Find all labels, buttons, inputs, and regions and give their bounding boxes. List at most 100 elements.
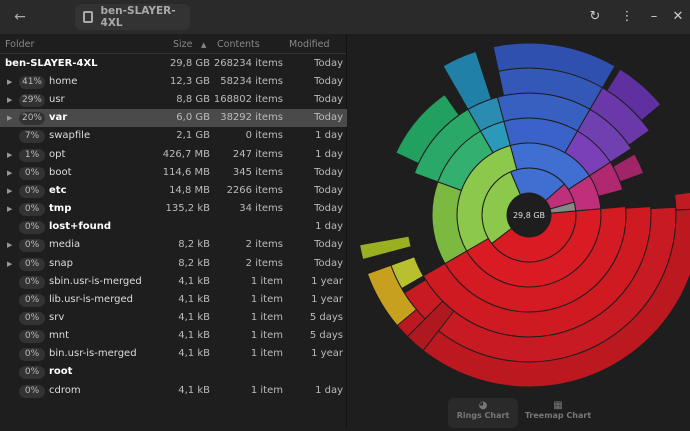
ring-segment[interactable] (366, 264, 418, 327)
expander-icon[interactable]: ▶ (7, 205, 13, 214)
folder-contents: 1 item (250, 348, 283, 360)
folder-name: srv (49, 311, 65, 323)
percent-badge: 0% (19, 348, 45, 362)
expander-icon[interactable]: ▶ (7, 78, 13, 86)
col-size[interactable]: Size (173, 39, 193, 50)
folder-contents: 1 item (250, 275, 283, 287)
ring-segment[interactable] (442, 50, 492, 111)
ring-segment[interactable] (606, 68, 662, 122)
folder-row[interactable]: ▶ 0% etc 14,8 MB 2266 items Today (0, 182, 347, 200)
col-modified[interactable]: Modified (289, 39, 330, 50)
ring-segment[interactable] (492, 42, 616, 89)
folder-contents: 1 item (250, 311, 283, 323)
ring-segment[interactable] (674, 191, 690, 211)
expander-icon[interactable]: ▶ (7, 241, 13, 250)
expander-icon[interactable]: ▶ (7, 186, 13, 195)
center-circle[interactable] (508, 194, 550, 236)
folder-modified: Today (314, 94, 343, 106)
sort-ascending-icon: ▲ (201, 41, 207, 49)
percent-badge: 7% (19, 130, 45, 144)
folder-name: swapfile (49, 130, 91, 142)
folder-row[interactable]: 0% mnt 4,1 kB 1 item 5 days (0, 327, 347, 345)
folder-size: 4,1 kB (178, 293, 210, 305)
expander-icon[interactable]: ▶ (7, 168, 13, 177)
folder-modified: Today (314, 239, 343, 251)
folder-size: 4,1 kB (178, 275, 210, 287)
percent-badge: 0% (19, 293, 45, 307)
folder-row[interactable]: 0% lost+found 1 day (0, 218, 347, 236)
folder-name: var (49, 112, 68, 124)
folder-modified: Today (314, 76, 343, 87)
folder-row[interactable]: 0% sbin.usr-is-merged 4,1 kB 1 item 1 ye… (0, 273, 347, 291)
rescan-button[interactable]: ↻ (589, 9, 601, 24)
rings-chart-panel: 29,8 GB ◕ Rings Chart ▦ Treemap Chart (348, 34, 690, 428)
folder-modified: 1 year (311, 293, 343, 305)
folder-name: snap (49, 257, 74, 269)
header-bar: ← ben-SLAYER-4XL ↻ ⋮ – ✕ (0, 0, 690, 34)
drive-icon (83, 11, 93, 23)
folder-contents: 345 items (232, 166, 283, 178)
folder-modified: 1 day (315, 148, 343, 160)
folder-contents: 168802 items (213, 94, 283, 106)
percent-badge: 0% (19, 366, 45, 380)
ring-segment[interactable] (612, 153, 645, 183)
percent-badge: 0% (19, 275, 45, 289)
close-button[interactable]: ✕ (672, 9, 684, 24)
folder-size: 12,3 GB (169, 76, 210, 87)
col-contents[interactable]: Contents (217, 39, 260, 50)
folder-row[interactable]: ▶ 41% home 12,3 GB 58234 items Today (0, 73, 347, 91)
column-headers: Folder Size ▲ Contents Modified (0, 34, 346, 54)
folder-row[interactable]: 0% cdrom 4,1 kB 1 item 1 day (0, 382, 347, 400)
treemap-chart-button[interactable]: ▦ Treemap Chart (523, 398, 593, 428)
rings-chart-button[interactable]: ◕ Rings Chart (448, 398, 518, 428)
expander-icon[interactable]: ▶ (7, 96, 13, 105)
folder-contents: 38292 items (220, 112, 283, 124)
rings-chart[interactable]: 29,8 GB (348, 34, 690, 428)
folder-size: 114,6 MB (162, 166, 210, 178)
folder-tree: Folder Size ▲ Contents Modified ben-SLAY… (0, 34, 347, 428)
expander-icon[interactable]: ▶ (7, 114, 13, 123)
folder-row[interactable]: ▶ 20% var 6,0 GB 38292 items Today (0, 109, 347, 128)
folder-size: 14,8 MB (169, 184, 210, 196)
folder-row[interactable]: ▶ 1% opt 426,7 MB 247 items 1 day (0, 146, 347, 164)
folder-contents: 0 items (245, 130, 283, 142)
col-folder[interactable]: Folder (5, 39, 35, 50)
root-size: 29,8 GB (169, 58, 210, 69)
folder-row[interactable]: 0% lib.usr-is-merged 4,1 kB 1 item 1 yea… (0, 291, 347, 309)
folder-modified: Today (314, 257, 343, 269)
percent-badge: 0% (19, 311, 45, 325)
folder-row[interactable]: 0% srv 4,1 kB 1 item 5 days (0, 309, 347, 327)
root-row[interactable]: ben-SLAYER-4XL 29,8 GB 268234 items Toda… (0, 55, 347, 73)
percent-badge: 0% (19, 330, 45, 344)
root-contents: 268234 items (213, 58, 283, 69)
folder-size: 426,7 MB (162, 148, 210, 160)
folder-modified: 1 day (315, 130, 343, 142)
folder-row[interactable]: ▶ 0% media 8,2 kB 2 items Today (0, 236, 347, 254)
folder-row[interactable]: 7% swapfile 2,1 GB 0 items 1 day (0, 127, 347, 145)
folder-size: 135,2 kB (165, 203, 210, 215)
ring-segment[interactable] (359, 235, 412, 261)
percent-badge: 0% (19, 239, 45, 253)
folder-size: 4,1 kB (178, 348, 210, 360)
location-pathbar[interactable]: ben-SLAYER-4XL (75, 4, 190, 30)
folder-row[interactable]: ▶ 0% snap 8,2 kB 2 items Today (0, 255, 347, 273)
folder-modified: 1 day (315, 221, 343, 233)
folder-row[interactable]: ▶ 29% usr 8,8 GB 168802 items Today (0, 91, 347, 109)
folder-name: opt (49, 148, 66, 160)
folder-contents: 2 items (245, 239, 283, 251)
expander-icon[interactable]: ▶ (7, 150, 13, 159)
back-button[interactable]: ← (14, 9, 26, 25)
minimize-button[interactable]: – (650, 9, 658, 24)
folder-row[interactable]: ▶ 0% boot 114,6 MB 345 items Today (0, 164, 347, 182)
menu-button[interactable]: ⋮ (620, 9, 634, 24)
folder-row[interactable]: ▶ 0% tmp 135,2 kB 34 items Today (0, 200, 347, 218)
folder-name: cdrom (49, 384, 81, 396)
ring-segment[interactable] (406, 300, 455, 352)
folder-size: 4,1 kB (178, 384, 210, 396)
percent-badge: 1% (19, 148, 45, 162)
folder-row[interactable]: 0% bin.usr-is-merged 4,1 kB 1 item 1 yea… (0, 345, 347, 363)
ring-segment[interactable] (395, 93, 460, 165)
expander-icon[interactable]: ▶ (7, 259, 13, 268)
folder-row[interactable]: 0% root (0, 363, 347, 381)
root-modified: Today (314, 58, 343, 69)
